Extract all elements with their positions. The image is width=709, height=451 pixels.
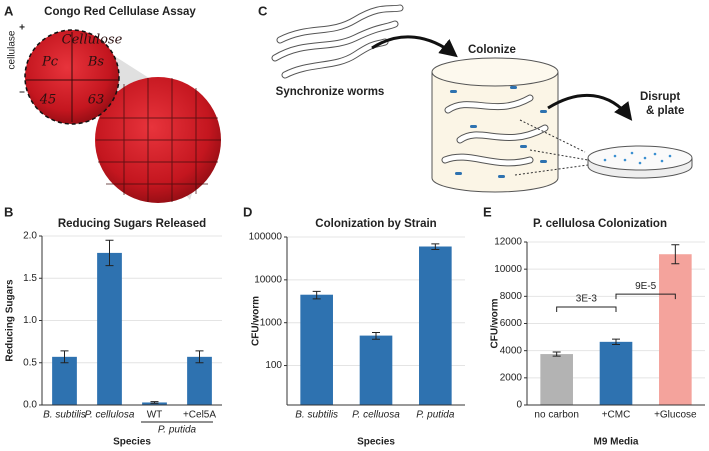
dish bbox=[587, 145, 693, 179]
panel-label: D bbox=[243, 204, 252, 219]
error-bar bbox=[671, 244, 680, 265]
step-label: Colonize bbox=[468, 44, 516, 56]
error-bar bbox=[312, 290, 321, 300]
y-axis-label: CFU/worm bbox=[251, 296, 262, 346]
chart-title: Reducing Sugars Released bbox=[58, 218, 206, 230]
y-tick-label: 2.0 bbox=[23, 231, 37, 242]
chart-title: Colonization by Strain bbox=[315, 218, 436, 230]
error-bar bbox=[372, 332, 380, 340]
bar bbox=[599, 341, 633, 405]
group-label: P. putida bbox=[158, 425, 197, 436]
x-tick-label: B. subtilis bbox=[295, 410, 338, 421]
panel-a: A Congo Red Cellulase Assay Cellulose Pc… bbox=[4, 3, 221, 203]
x-tick-label: B. subtilis bbox=[43, 410, 86, 421]
x-tick-label: P. putida bbox=[416, 410, 455, 421]
bracket bbox=[615, 293, 676, 300]
panel-label: B bbox=[4, 204, 13, 219]
bar bbox=[540, 354, 573, 405]
step-label: & plate bbox=[646, 105, 684, 117]
bar bbox=[97, 252, 122, 405]
plate-label: 45 bbox=[39, 93, 57, 108]
y-tick-label: 8000 bbox=[500, 291, 523, 302]
x-tick-label: +Cel5A bbox=[183, 410, 216, 421]
y-tick-label: 1.0 bbox=[23, 315, 37, 326]
plate-label: Pc bbox=[41, 55, 59, 70]
axis-label: cellulase bbox=[7, 30, 18, 69]
bar bbox=[52, 356, 77, 405]
minus: – bbox=[19, 87, 25, 98]
x-axis-label: Species bbox=[113, 437, 151, 448]
panel-title: Congo Red Cellulase Assay bbox=[44, 6, 196, 18]
y-axis-label: CFU/worm bbox=[490, 298, 501, 348]
bar bbox=[419, 246, 452, 405]
y-tick-label: 100000 bbox=[249, 232, 283, 243]
error-bar bbox=[150, 401, 159, 404]
dotted-lines bbox=[514, 119, 589, 176]
step-label: Disrupt bbox=[640, 91, 680, 103]
y-tick-label: 1000 bbox=[260, 317, 283, 328]
x-axis-label: M9 Media bbox=[593, 437, 638, 448]
bar bbox=[359, 335, 393, 405]
step-label: Synchronize worms bbox=[276, 86, 385, 98]
annotation: 9E-5 bbox=[635, 281, 657, 292]
error-bar bbox=[195, 350, 204, 364]
y-tick-label: 100 bbox=[265, 360, 282, 371]
plate-grid bbox=[96, 78, 221, 202]
panel-label: E bbox=[483, 204, 492, 219]
y-tick-label: 2000 bbox=[500, 372, 523, 383]
error-bar bbox=[431, 243, 440, 251]
y-tick-label: 10000 bbox=[254, 274, 282, 285]
cylinder bbox=[431, 57, 559, 193]
bar bbox=[187, 356, 212, 405]
x-tick-label: +Glucose bbox=[654, 410, 697, 421]
arrow bbox=[547, 93, 633, 121]
panel-c: C Synchronize worms Colonize Disrupt & p… bbox=[258, 3, 693, 193]
bar bbox=[300, 294, 333, 405]
y-tick-label: 1.5 bbox=[23, 273, 37, 284]
y-tick-label: 4000 bbox=[500, 345, 523, 356]
y-tick-label: 0.0 bbox=[23, 400, 37, 411]
panel-label: A bbox=[4, 3, 14, 18]
error-bar bbox=[552, 351, 561, 357]
x-tick-label: WT bbox=[147, 410, 163, 421]
plate-label: Bs bbox=[87, 55, 105, 70]
y-axis-label: Reducing Sugars bbox=[5, 279, 16, 362]
y-tick-label: 12000 bbox=[494, 237, 522, 248]
error-bar bbox=[612, 338, 620, 346]
chart-title: P. cellulosa Colonization bbox=[533, 218, 667, 230]
bar bbox=[659, 254, 692, 405]
y-tick-label: 0.5 bbox=[23, 357, 37, 368]
y-tick-label: 10000 bbox=[494, 264, 522, 275]
arrow bbox=[371, 35, 458, 58]
plate-label: 63 bbox=[88, 93, 105, 108]
x-tick-label: no carbon bbox=[534, 410, 578, 421]
plate-label: Cellulose bbox=[62, 33, 123, 48]
plus: + bbox=[19, 23, 25, 34]
error-bar bbox=[105, 239, 114, 267]
x-tick-label: +CMC bbox=[602, 410, 631, 421]
y-tick-label: 6000 bbox=[500, 318, 523, 329]
panel-label: C bbox=[258, 3, 268, 18]
bracket bbox=[556, 306, 617, 313]
x-tick-label: P. cellulosa bbox=[85, 410, 135, 421]
x-tick-label: P. celluosa bbox=[352, 410, 400, 421]
annotation: 3E-3 bbox=[576, 294, 598, 305]
y-tick-label: 0 bbox=[516, 400, 522, 411]
error-bar bbox=[60, 350, 69, 364]
x-axis-label: Species bbox=[357, 437, 395, 448]
